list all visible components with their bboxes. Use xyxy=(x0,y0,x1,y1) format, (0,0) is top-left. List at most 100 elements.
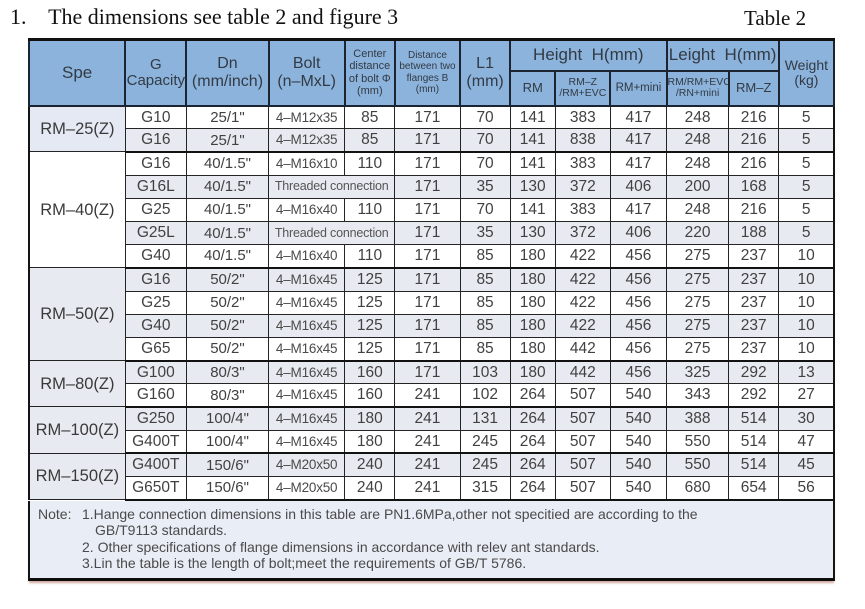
data-cell: 5 xyxy=(778,128,835,153)
data-cell: 241 xyxy=(394,475,461,501)
data-cell: 4–M20x50 xyxy=(268,475,346,501)
data-cell: 507 xyxy=(554,406,611,431)
data-cell: 110 xyxy=(344,197,396,222)
data-cell: 383 xyxy=(554,197,611,222)
table-row: RM–40(Z) G16 40/1.5" 4–M16x10 110 171 70 141 383… xyxy=(28,151,835,269)
data-cell: 141 xyxy=(509,197,556,222)
col-header-dn: Dn (mm/inch) xyxy=(185,38,270,107)
data-cell: 417 xyxy=(609,128,668,153)
data-cell: 171 xyxy=(394,128,461,153)
data-cell: 180 xyxy=(509,244,556,269)
data-cell: 171 xyxy=(394,290,461,315)
table-row: G40 40/1.5" 4–M16x40 110 171 85 180 422 456 275 23… xyxy=(29,244,835,269)
data-cell: 417 xyxy=(609,151,668,176)
data-cell: 422 xyxy=(554,244,611,269)
col-header-center-distance: Center distance of bolt Φ (mm) xyxy=(343,38,396,107)
data-cell: 25/1" xyxy=(185,128,270,153)
table-body: RM–25(Z) G10 25/1" 4–M12x35 85 171 70 141 383 417… xyxy=(28,104,835,501)
data-cell: 10 xyxy=(778,290,835,315)
data-cell: 241 xyxy=(394,452,461,478)
data-cell: G40 xyxy=(124,244,187,269)
data-cell: 85 xyxy=(344,128,396,153)
data-cell: 110 xyxy=(344,244,396,269)
data-cell: 248 xyxy=(665,128,730,153)
data-cell: 171 xyxy=(394,244,461,269)
data-cell: 654 xyxy=(728,475,780,501)
data-cell: 30 xyxy=(778,406,835,431)
table-row: G400T 100/4" 4–M16x45 180 241 245 264 507 540 550… xyxy=(29,429,835,455)
table-row: G25L 40/1.5" Threaded connection 171 35 130 37… xyxy=(29,220,835,246)
data-cell: 422 xyxy=(554,290,611,315)
data-cell: 383 xyxy=(554,151,611,176)
data-cell: 507 xyxy=(554,452,611,478)
data-cell: 248 xyxy=(665,104,730,130)
data-cell: Threaded connection xyxy=(268,220,396,246)
data-cell: 406 xyxy=(609,174,668,199)
data-cell: 4–M16x40 xyxy=(268,197,346,222)
spec-group-cell: RM–25(Z) xyxy=(28,104,126,153)
data-cell: 180 xyxy=(509,360,556,385)
note-line: GB/T9113 standards. xyxy=(95,522,228,539)
data-cell: 417 xyxy=(609,197,668,222)
data-cell: G400T xyxy=(124,452,187,478)
col-header-rm-rmevc-rnmini: RM/RM+EVC /RN+mini xyxy=(665,69,730,107)
table-row: G25 50/2" 4–M16x45 125 171 85 180 422 456 275 237 1… xyxy=(29,290,835,315)
data-cell: G100 xyxy=(124,360,187,385)
data-cell: 40/1.5" xyxy=(185,197,270,222)
data-cell: G25L xyxy=(124,220,187,246)
data-cell: 216 xyxy=(728,104,780,130)
data-cell: 200 xyxy=(665,174,730,199)
data-cell: 456 xyxy=(609,360,668,385)
data-cell: 248 xyxy=(665,197,730,222)
data-cell: 237 xyxy=(728,290,780,315)
data-cell: 216 xyxy=(728,128,780,153)
data-cell: 275 xyxy=(665,244,730,269)
data-cell: 171 xyxy=(394,313,461,338)
data-cell: 50/2" xyxy=(185,267,270,292)
data-cell: 292 xyxy=(728,360,780,385)
data-cell: G40 xyxy=(124,313,187,338)
data-cell: 237 xyxy=(728,313,780,338)
data-cell: G650T xyxy=(124,475,187,501)
data-cell: 40/1.5" xyxy=(185,151,270,176)
data-cell: 442 xyxy=(554,360,611,385)
data-cell: 141 xyxy=(509,151,556,176)
data-cell: 4–M20x50 xyxy=(268,452,346,478)
data-cell: 4–M16x45 xyxy=(268,383,346,408)
data-cell: 4–M16x45 xyxy=(268,313,346,338)
data-cell: G65 xyxy=(124,336,187,362)
data-cell: 70 xyxy=(459,151,511,176)
data-cell: 456 xyxy=(609,336,668,362)
data-cell: 50/2" xyxy=(185,290,270,315)
table-row: RM–150(Z) G400T 150/6" 4–M20x50 240 241 245 264… xyxy=(28,452,835,501)
table-row: G16 25/1" 4–M12x35 85 171 70 141 838 417 248 216 5 xyxy=(29,128,835,153)
data-cell: 264 xyxy=(509,429,556,455)
data-cell: 514 xyxy=(728,406,780,431)
data-cell: 550 xyxy=(665,429,730,455)
data-cell: 10 xyxy=(778,244,835,269)
data-cell: Threaded connection xyxy=(268,174,396,199)
data-cell: 264 xyxy=(509,452,556,478)
data-cell: 141 xyxy=(509,128,556,153)
data-cell: 180 xyxy=(509,336,556,362)
data-cell: 388 xyxy=(665,406,730,431)
data-cell: 102 xyxy=(459,383,511,408)
data-cell: G16 xyxy=(124,128,187,153)
data-cell: 241 xyxy=(394,406,461,431)
data-cell: 540 xyxy=(609,452,668,478)
data-cell: 540 xyxy=(609,383,668,408)
data-cell: 507 xyxy=(554,429,611,455)
data-cell: 103 xyxy=(459,360,511,385)
data-cell: 70 xyxy=(459,104,511,130)
data-cell: 180 xyxy=(509,267,556,292)
data-cell: 80/3" xyxy=(185,360,270,385)
data-cell: 838 xyxy=(554,128,611,153)
data-cell: 56 xyxy=(778,475,835,501)
spec-group-cell: RM–40(Z) xyxy=(28,151,126,269)
data-cell: 85 xyxy=(459,336,511,362)
data-cell: 264 xyxy=(509,406,556,431)
data-cell: 4–M16x10 xyxy=(268,151,346,176)
col-header-l1: L1 (mm) xyxy=(459,38,512,107)
col-header-bolt: Bolt (n–MxL) xyxy=(267,38,346,107)
data-cell: 275 xyxy=(665,313,730,338)
